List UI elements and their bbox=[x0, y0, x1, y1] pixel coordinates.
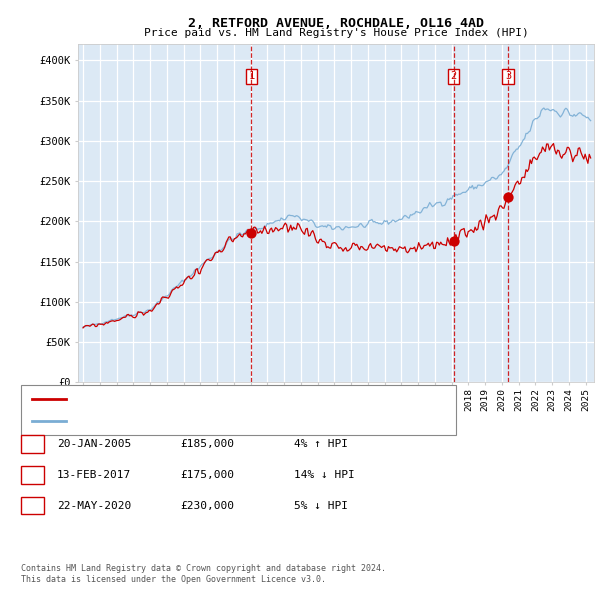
Text: 2: 2 bbox=[451, 71, 457, 81]
Point bbox=[503, 192, 513, 202]
Text: 3: 3 bbox=[29, 500, 36, 510]
Point bbox=[449, 237, 458, 246]
Text: Contains HM Land Registry data © Crown copyright and database right 2024.: Contains HM Land Registry data © Crown c… bbox=[21, 565, 386, 573]
Text: 13-FEB-2017: 13-FEB-2017 bbox=[57, 470, 131, 480]
Text: £230,000: £230,000 bbox=[180, 500, 234, 510]
Text: 5% ↓ HPI: 5% ↓ HPI bbox=[294, 500, 348, 510]
Text: 14% ↓ HPI: 14% ↓ HPI bbox=[294, 470, 355, 480]
Text: Price paid vs. HM Land Registry's House Price Index (HPI): Price paid vs. HM Land Registry's House … bbox=[143, 28, 529, 38]
Text: 2: 2 bbox=[29, 470, 36, 480]
Text: 1: 1 bbox=[248, 71, 254, 81]
Text: £175,000: £175,000 bbox=[180, 470, 234, 480]
Text: 2, RETFORD AVENUE, ROCHDALE, OL16 4AD (detached house): 2, RETFORD AVENUE, ROCHDALE, OL16 4AD (d… bbox=[72, 394, 409, 404]
Text: This data is licensed under the Open Government Licence v3.0.: This data is licensed under the Open Gov… bbox=[21, 575, 326, 584]
Text: 2, RETFORD AVENUE, ROCHDALE, OL16 4AD: 2, RETFORD AVENUE, ROCHDALE, OL16 4AD bbox=[188, 17, 484, 30]
Text: HPI: Average price, detached house, Rochdale: HPI: Average price, detached house, Roch… bbox=[72, 417, 347, 426]
Text: 22-MAY-2020: 22-MAY-2020 bbox=[57, 500, 131, 510]
Text: 20-JAN-2005: 20-JAN-2005 bbox=[57, 439, 131, 449]
Text: 1: 1 bbox=[29, 439, 36, 449]
Text: 3: 3 bbox=[505, 71, 511, 81]
Text: £185,000: £185,000 bbox=[180, 439, 234, 449]
Text: 4% ↑ HPI: 4% ↑ HPI bbox=[294, 439, 348, 449]
Point bbox=[247, 228, 256, 238]
